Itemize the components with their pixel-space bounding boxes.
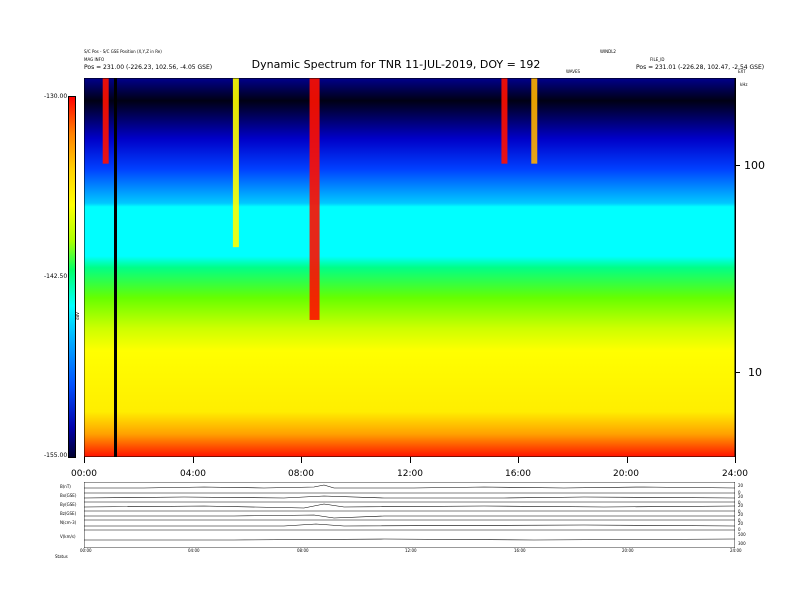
panel-label-bz: Bz(GSE) <box>60 511 77 516</box>
right-tick-100 <box>735 165 740 166</box>
right-axis-unit: kHz <box>740 82 748 87</box>
colorbar-mid-label: -142.50 <box>44 273 68 280</box>
x-tick-label-1: 04:00 <box>180 469 206 479</box>
right-tick-label-10: 10 <box>748 366 762 379</box>
bottom-tick-2: 08:00 <box>297 548 309 553</box>
trace-b <box>84 484 735 489</box>
trace-by <box>84 503 735 509</box>
radio-burst-3 <box>531 78 538 164</box>
x-tick-5 <box>627 457 628 463</box>
x-tick-label-6: 24:00 <box>722 469 748 479</box>
panel-label-b: B(nT) <box>60 484 71 489</box>
header-center-small: WAVES <box>566 69 581 74</box>
bottom-tick-6: 24:00 <box>730 548 742 553</box>
trace-v <box>84 538 735 541</box>
panel-label-v: V(km/s) <box>60 534 76 539</box>
panel-rtick-2b: 0 <box>738 509 741 514</box>
data-gap-line <box>114 78 117 457</box>
right-tick-label-100: 100 <box>744 159 765 172</box>
colorbar-unit-label: dBV <box>75 312 80 320</box>
bottom-panels-frame <box>84 482 735 548</box>
bottom-panels <box>84 482 735 548</box>
x-tick-label-4: 16:00 <box>505 469 531 479</box>
colorbar-max-label: -130.00 <box>44 93 68 100</box>
header-right-line2: FILE_ID <box>650 57 665 62</box>
bottom-status-label: Status <box>55 554 68 559</box>
trace-bz <box>84 514 735 519</box>
radio-burst-4 <box>232 78 239 248</box>
x-tick-0 <box>84 457 85 463</box>
panel-rtick-1b: 0 <box>738 500 741 505</box>
x-tick-4 <box>518 457 519 463</box>
radio-burst-1 <box>102 78 109 164</box>
bottom-tick-4: 16:00 <box>514 548 526 553</box>
spectrum-background <box>84 78 735 457</box>
panel-label-by: By(GSE) <box>60 502 77 507</box>
header-right-line1: WINDL2 <box>600 49 616 54</box>
panel-rtick-0a: 20 <box>738 483 744 488</box>
panel-rtick-3a: 20 <box>738 512 744 517</box>
trace-n <box>84 523 735 527</box>
header-left-line3: Pos = 231.00 (-226.23, 102.56, -4.05 GSE… <box>84 64 213 71</box>
panel-rtick-1a: 20 <box>738 494 744 499</box>
right-axis-line <box>735 78 736 457</box>
spectrogram-plot <box>84 78 735 457</box>
x-tick-label-3: 12:00 <box>397 469 423 479</box>
panel-rtick-3b: 0 <box>738 518 741 523</box>
bottom-tick-0: 00:00 <box>80 548 92 553</box>
x-tick-6 <box>735 457 736 463</box>
panel-rtick-4a: 20 <box>738 521 744 526</box>
burst-layer <box>102 78 538 320</box>
panel-label-n: N(cm-3) <box>60 520 77 525</box>
panel-rtick-5b: 300 <box>738 541 746 546</box>
radio-burst-2 <box>501 78 508 164</box>
panel-rtick-0b: 0 <box>738 490 741 495</box>
x-tick-label-5: 20:00 <box>613 469 639 479</box>
header-left-line2: MAG INFO <box>84 57 105 62</box>
panel-label-bx: Bx(GSE) <box>60 493 77 498</box>
x-tick-label-0: 00:00 <box>71 469 97 479</box>
chart-title: Dynamic Spectrum for TNR 11-JUL-2019, DO… <box>251 58 541 71</box>
panel-rtick-5a: 500 <box>738 532 746 537</box>
bottom-tick-3: 12:00 <box>405 548 417 553</box>
header-right-line3: Pos = 231.01 (-226.28, 102.47, -2.54 GSE… <box>636 64 765 71</box>
x-tick-label-2: 08:00 <box>288 469 314 479</box>
colorbar-min-label: -155.00 <box>44 452 68 459</box>
panel-rtick-4b: 0 <box>738 527 741 532</box>
trace-bx <box>84 495 735 499</box>
x-tick-1 <box>193 457 194 463</box>
panel-rtick-2a: 20 <box>738 503 744 508</box>
x-tick-2 <box>301 457 302 463</box>
bottom-tick-1: 04:00 <box>188 548 200 553</box>
header-left-line1: S/C Pos - S/C GSE Position (X,Y,Z in Re) <box>84 49 162 54</box>
bottom-tick-5: 20:00 <box>622 548 634 553</box>
x-tick-3 <box>410 457 411 463</box>
radio-burst-0 <box>309 78 320 320</box>
colorbar <box>68 96 76 458</box>
right-tick-10 <box>735 372 740 373</box>
header-right-tag: EXT <box>738 69 746 74</box>
